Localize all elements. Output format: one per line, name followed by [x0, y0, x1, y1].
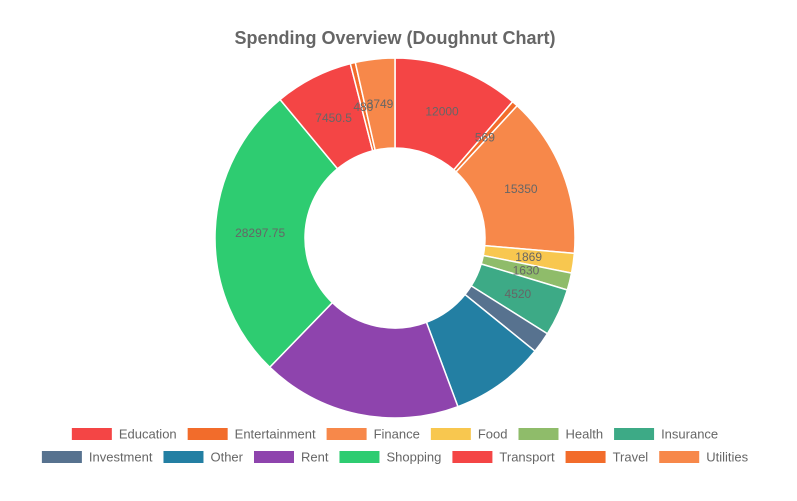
legend-item-education[interactable]: Education [71, 427, 177, 442]
legend-item-travel[interactable]: Travel [565, 450, 649, 465]
legend-swatch [565, 451, 606, 463]
legend-swatch [41, 451, 82, 463]
legend-item-food[interactable]: Food [430, 427, 508, 442]
legend-item-finance[interactable]: Finance [326, 427, 420, 442]
legend-swatch [518, 428, 559, 440]
legend-swatch [452, 451, 493, 463]
legend-label: Food [478, 427, 508, 442]
slice-value-label: 15350 [504, 182, 538, 196]
legend: Education Entertainment Finance Food Health I… [41, 427, 749, 465]
legend-item-investment[interactable]: Investment [41, 450, 153, 465]
legend-label: Shopping [386, 450, 441, 465]
legend-label: Utilities [706, 450, 748, 465]
slice-value-label: 569 [475, 130, 495, 144]
chart-title: Spending Overview (Doughnut Chart) [234, 28, 555, 48]
slice-value-label: 28297.75 [235, 226, 285, 240]
legend-label: Health [565, 427, 603, 442]
legend-label: Rent [301, 450, 329, 465]
slice-shopping[interactable] [214, 98, 339, 369]
legend-label: Insurance [661, 427, 718, 442]
slice-value-label: 12000 [425, 104, 459, 118]
slice-value-label: 1630 [513, 264, 540, 278]
legend-swatch [187, 428, 228, 440]
legend-item-shopping[interactable]: Shopping [339, 450, 441, 465]
legend-item-other[interactable]: Other [163, 450, 244, 465]
slices-layer [214, 57, 576, 419]
legend-swatch [163, 451, 204, 463]
legend-swatch [430, 428, 471, 440]
legend-label: Travel [613, 450, 649, 465]
legend-label: Other [210, 450, 243, 465]
legend-item-transport[interactable]: Transport [452, 450, 555, 465]
legend-swatch [659, 451, 700, 463]
legend-item-health[interactable]: Health [518, 427, 603, 442]
slice-value-label: 1869 [515, 250, 542, 264]
legend-label: Entertainment [235, 427, 316, 442]
legend-item-entertainment[interactable]: Entertainment [187, 427, 316, 442]
slice-value-label: 3749 [367, 97, 394, 111]
slice-value-label: 7450.5 [315, 111, 352, 125]
legend-label: Finance [374, 427, 420, 442]
legend-swatch [253, 451, 294, 463]
legend-item-utilities[interactable]: Utilities [659, 450, 749, 465]
slice-value-label: 480 [353, 100, 373, 114]
legend-item-rent[interactable]: Rent [253, 450, 329, 465]
legend-swatch [71, 428, 112, 440]
legend-label: Investment [89, 450, 153, 465]
slice-finance[interactable] [354, 57, 396, 152]
legend-swatch [326, 428, 367, 440]
legend-label: Education [119, 427, 177, 442]
legend-item-insurance[interactable]: Insurance [614, 427, 718, 442]
legend-label: Transport [499, 450, 555, 465]
legend-swatch [339, 451, 380, 463]
legend-swatch [614, 428, 655, 440]
slice-value-label: 4520 [505, 287, 532, 301]
slice-rent[interactable] [268, 301, 459, 419]
